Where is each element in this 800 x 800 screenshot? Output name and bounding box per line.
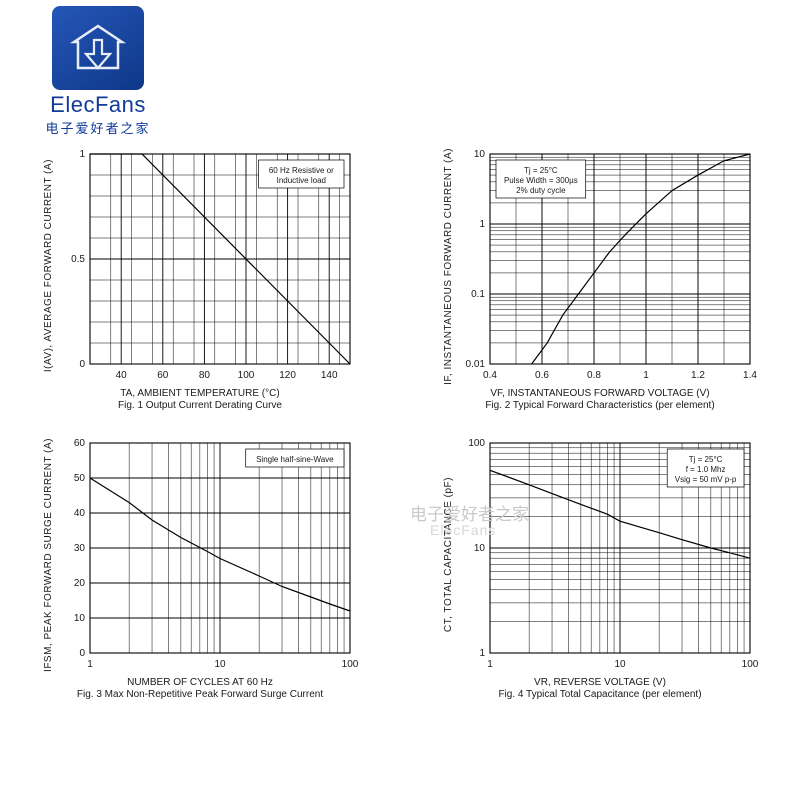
svg-text:f = 1.0 Mhz: f = 1.0 Mhz bbox=[685, 465, 725, 474]
svg-text:30: 30 bbox=[73, 543, 85, 554]
svg-text:10: 10 bbox=[73, 613, 85, 624]
svg-text:100: 100 bbox=[237, 370, 254, 381]
fig4-xlabel: VR, REVERSE VOLTAGE (V) bbox=[534, 677, 666, 688]
svg-text:1: 1 bbox=[87, 659, 93, 670]
fig1-caption: Fig. 1 Output Current Derating Curve bbox=[118, 400, 282, 411]
fig2-plot: 0.4 0.6 0.8 1 1.2 1.4 0.01 0.1 1 10 Tj = 25°CPulse… bbox=[458, 146, 758, 386]
fig2-ylabel: IF, INSTANTANEOUS FORWARD CURRENT (A) bbox=[443, 148, 454, 385]
fig4-panel: CT, TOTAL CAPACITANCE (pF) 110100110100T… bbox=[415, 435, 785, 700]
fig1-plot: 40 60 80 100 120 140 0 0.5 1 60 Hz Resistive orIn… bbox=[58, 146, 358, 386]
fig1-panel: I(AV), AVERAGE FORWARD CURRENT (A) 40 60 8… bbox=[15, 146, 385, 411]
svg-text:1: 1 bbox=[643, 370, 649, 381]
svg-text:1: 1 bbox=[79, 149, 85, 160]
svg-text:2% duty cycle: 2% duty cycle bbox=[516, 186, 566, 195]
svg-text:0: 0 bbox=[79, 359, 85, 370]
svg-text:60 Hz Resistive or: 60 Hz Resistive or bbox=[268, 166, 333, 175]
chart-grid: I(AV), AVERAGE FORWARD CURRENT (A) 40 60 8… bbox=[0, 146, 800, 724]
svg-text:140: 140 bbox=[320, 370, 337, 381]
svg-text:0: 0 bbox=[79, 648, 85, 659]
fig3-ylabel: IFSM, PEAK FORWARD SURGE CURRENT (A) bbox=[43, 438, 54, 672]
svg-text:10: 10 bbox=[614, 659, 626, 670]
fig4-caption: Fig. 4 Typical Total Capacitance (per el… bbox=[498, 689, 701, 700]
svg-text:60: 60 bbox=[73, 438, 85, 449]
svg-text:80: 80 bbox=[198, 370, 210, 381]
fig1-xlabel: TA, AMBIENT TEMPERATURE (°C) bbox=[120, 388, 279, 399]
svg-text:Tj = 25°C: Tj = 25°C bbox=[524, 166, 558, 175]
fig2-panel: IF, INSTANTANEOUS FORWARD CURRENT (A) 0.… bbox=[415, 146, 785, 411]
fig3-caption: Fig. 3 Max Non-Repetitive Peak Forward S… bbox=[77, 689, 323, 700]
fig3-panel: IFSM, PEAK FORWARD SURGE CURRENT (A) 1 10… bbox=[15, 435, 385, 700]
svg-text:1.2: 1.2 bbox=[691, 370, 705, 381]
brand-title: ElecFans bbox=[18, 92, 178, 118]
svg-text:0.4: 0.4 bbox=[483, 370, 497, 381]
brand-subtitle: 电子爱好者之家 bbox=[18, 118, 178, 137]
svg-text:0.6: 0.6 bbox=[535, 370, 549, 381]
svg-text:20: 20 bbox=[73, 578, 85, 589]
svg-text:Vsig = 50 mV p-p: Vsig = 50 mV p-p bbox=[674, 475, 736, 484]
fig2-caption: Fig. 2 Typical Forward Characteristics (… bbox=[485, 400, 714, 411]
svg-text:0.8: 0.8 bbox=[587, 370, 601, 381]
svg-text:40: 40 bbox=[115, 370, 127, 381]
svg-text:0.1: 0.1 bbox=[471, 289, 485, 300]
svg-text:0.5: 0.5 bbox=[71, 254, 85, 265]
svg-text:10: 10 bbox=[473, 149, 485, 160]
logo-icon bbox=[52, 6, 144, 90]
svg-text:1: 1 bbox=[479, 648, 485, 659]
svg-text:0.01: 0.01 bbox=[465, 359, 485, 370]
svg-text:Pulse Width = 300µs: Pulse Width = 300µs bbox=[503, 176, 577, 185]
svg-text:100: 100 bbox=[741, 659, 757, 670]
watermark-en: ElecFans bbox=[430, 522, 496, 538]
svg-text:100: 100 bbox=[468, 438, 485, 449]
svg-text:10: 10 bbox=[473, 543, 485, 554]
fig2-xlabel: VF, INSTANTANEOUS FORWARD VOLTAGE (V) bbox=[490, 388, 709, 399]
fig3-plot: 1 10 100 0 10 20 30 40 50 60 Single half-sine-Wave bbox=[58, 435, 358, 675]
svg-text:40: 40 bbox=[73, 508, 85, 519]
svg-text:100: 100 bbox=[341, 659, 357, 670]
fig1-ylabel: I(AV), AVERAGE FORWARD CURRENT (A) bbox=[43, 159, 54, 372]
svg-text:Inductive load: Inductive load bbox=[276, 176, 325, 185]
fig4-plot: 1 10 100 1 10 100 Tj = 25°Cf = 1.0 MhzVsig = 5… bbox=[458, 435, 758, 675]
svg-text:10: 10 bbox=[214, 659, 226, 670]
svg-text:60: 60 bbox=[157, 370, 169, 381]
brand-logo: ElecFans 电子爱好者之家 bbox=[18, 6, 178, 137]
svg-text:1: 1 bbox=[479, 219, 485, 230]
fig3-xlabel: NUMBER OF CYCLES AT 60 Hz bbox=[127, 677, 273, 688]
svg-text:Tj = 25°C: Tj = 25°C bbox=[688, 455, 722, 464]
svg-text:120: 120 bbox=[279, 370, 296, 381]
svg-text:1.4: 1.4 bbox=[743, 370, 757, 381]
svg-text:Single half-sine-Wave: Single half-sine-Wave bbox=[256, 455, 334, 464]
svg-text:1: 1 bbox=[487, 659, 493, 670]
svg-text:50: 50 bbox=[73, 473, 85, 484]
